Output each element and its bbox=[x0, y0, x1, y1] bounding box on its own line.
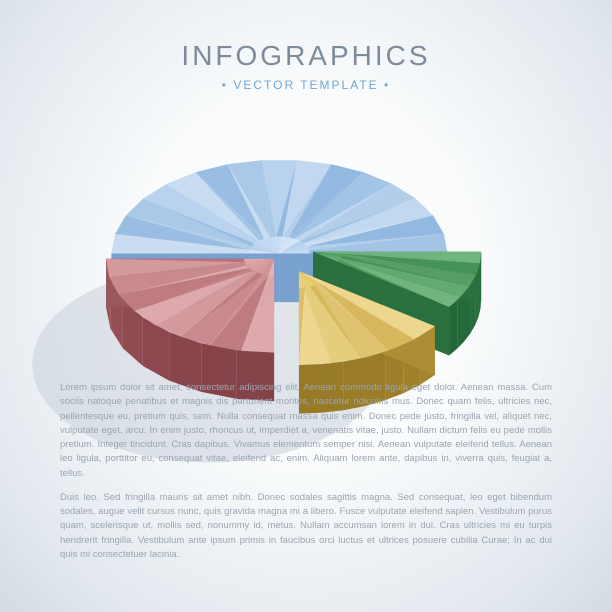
page-subtitle: • VECTOR TEMPLATE • bbox=[0, 78, 612, 92]
body-paragraph-2: Duis leo. Sed fringilla mauris sit amet … bbox=[60, 491, 552, 562]
stage: INFOGRAPHICS • VECTOR TEMPLATE • Lorem i… bbox=[0, 0, 612, 612]
heading-block: INFOGRAPHICS • VECTOR TEMPLATE • bbox=[0, 40, 612, 92]
body-text: Lorem ipsum dolor sit amet, consectetur … bbox=[60, 381, 552, 572]
body-paragraph-1: Lorem ipsum dolor sit amet, consectetur … bbox=[60, 381, 552, 481]
page-title: INFOGRAPHICS bbox=[0, 40, 612, 72]
